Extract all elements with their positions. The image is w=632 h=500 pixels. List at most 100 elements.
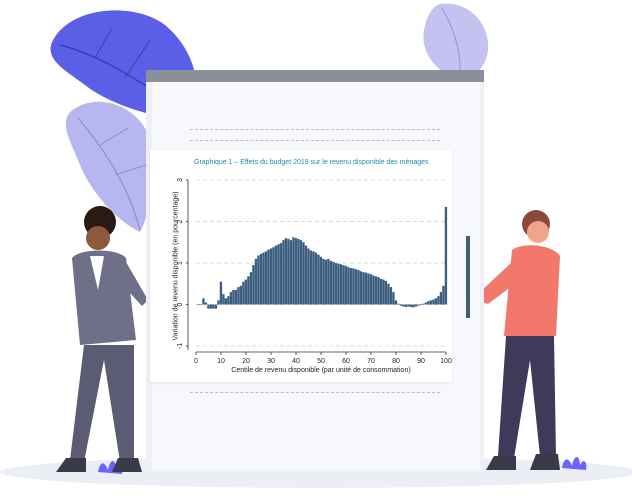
bar — [312, 251, 315, 305]
bar — [397, 303, 400, 305]
bar — [344, 265, 348, 305]
bar — [334, 263, 338, 305]
y-tick-label: 3 — [177, 178, 184, 182]
x-tick-label: 60 — [342, 358, 350, 365]
bar — [442, 285, 445, 305]
bar — [267, 249, 270, 305]
bar — [392, 292, 395, 305]
bar — [304, 245, 308, 305]
bar — [309, 250, 313, 305]
bar — [277, 244, 280, 305]
bar — [379, 278, 383, 305]
bar — [314, 252, 318, 305]
bar — [254, 258, 258, 305]
bar — [382, 279, 385, 305]
person-right-illustration — [467, 210, 560, 470]
bar — [404, 304, 408, 307]
bar — [217, 300, 220, 305]
y-tick-label: -1 — [177, 343, 184, 349]
bar — [234, 289, 238, 305]
bar — [349, 267, 353, 305]
bar — [302, 242, 305, 305]
bar — [399, 304, 403, 306]
bar — [199, 304, 203, 306]
bar — [437, 296, 440, 305]
bar — [257, 255, 260, 305]
bar — [384, 280, 388, 305]
bar — [237, 287, 240, 305]
bar — [249, 272, 253, 305]
paper-dashed-line — [190, 392, 440, 393]
bar — [212, 304, 215, 309]
bar — [232, 289, 235, 305]
board-top-bar — [146, 70, 484, 82]
bar — [357, 270, 360, 305]
bar — [264, 251, 268, 305]
x-tick-label: 10 — [217, 358, 225, 365]
bar — [279, 243, 283, 305]
bar — [329, 260, 333, 305]
bar — [229, 292, 233, 305]
bar — [327, 258, 330, 305]
bar — [294, 238, 298, 305]
bar — [297, 238, 300, 305]
paper-dashed-line — [190, 129, 440, 130]
bar — [339, 264, 343, 305]
paper-dashed-line — [190, 140, 440, 141]
bar — [239, 285, 243, 305]
bar — [402, 304, 405, 307]
bar — [389, 287, 393, 305]
x-tick-label: 0 — [194, 358, 198, 365]
bar — [354, 269, 358, 305]
bar — [207, 304, 210, 309]
bar — [224, 298, 228, 305]
bar — [422, 303, 425, 305]
bar — [209, 304, 213, 309]
bar — [372, 275, 375, 305]
bar — [362, 272, 365, 305]
bar — [262, 252, 265, 305]
bar — [247, 276, 250, 305]
bar — [407, 304, 410, 307]
bar — [319, 256, 323, 305]
bar — [434, 298, 438, 305]
x-tick-label: 90 — [417, 358, 425, 365]
bar — [364, 272, 368, 305]
chart-title: Graphique 1 – Effets du budget 2019 sur … — [194, 159, 429, 166]
bar — [242, 281, 245, 305]
x-tick-label: 50 — [317, 358, 325, 365]
bar — [252, 265, 255, 305]
x-tick-label: 80 — [392, 358, 400, 365]
person-left-illustration — [56, 206, 148, 472]
bar — [289, 240, 293, 305]
bar — [282, 240, 285, 305]
stand-pole — [466, 236, 470, 318]
bar — [204, 302, 208, 305]
x-tick-label: 20 — [242, 358, 250, 365]
bar — [322, 258, 325, 305]
bar — [377, 277, 380, 305]
bar — [412, 304, 415, 308]
bar — [292, 237, 295, 305]
leaf-decoration-light — [65, 101, 154, 232]
bar — [374, 276, 378, 305]
bar — [332, 261, 335, 305]
bar — [409, 304, 413, 307]
bar — [272, 247, 275, 305]
bar — [337, 263, 340, 305]
bar — [219, 281, 223, 305]
bar — [324, 259, 328, 305]
bar — [439, 292, 443, 305]
bar — [394, 300, 398, 305]
bar — [274, 245, 278, 305]
bar — [287, 238, 290, 305]
bar — [269, 248, 273, 305]
bar — [299, 240, 303, 305]
bar — [342, 265, 345, 305]
bar — [197, 304, 200, 306]
bar — [419, 304, 423, 306]
y-tick-label: 0 — [177, 302, 184, 306]
bar — [417, 304, 420, 306]
